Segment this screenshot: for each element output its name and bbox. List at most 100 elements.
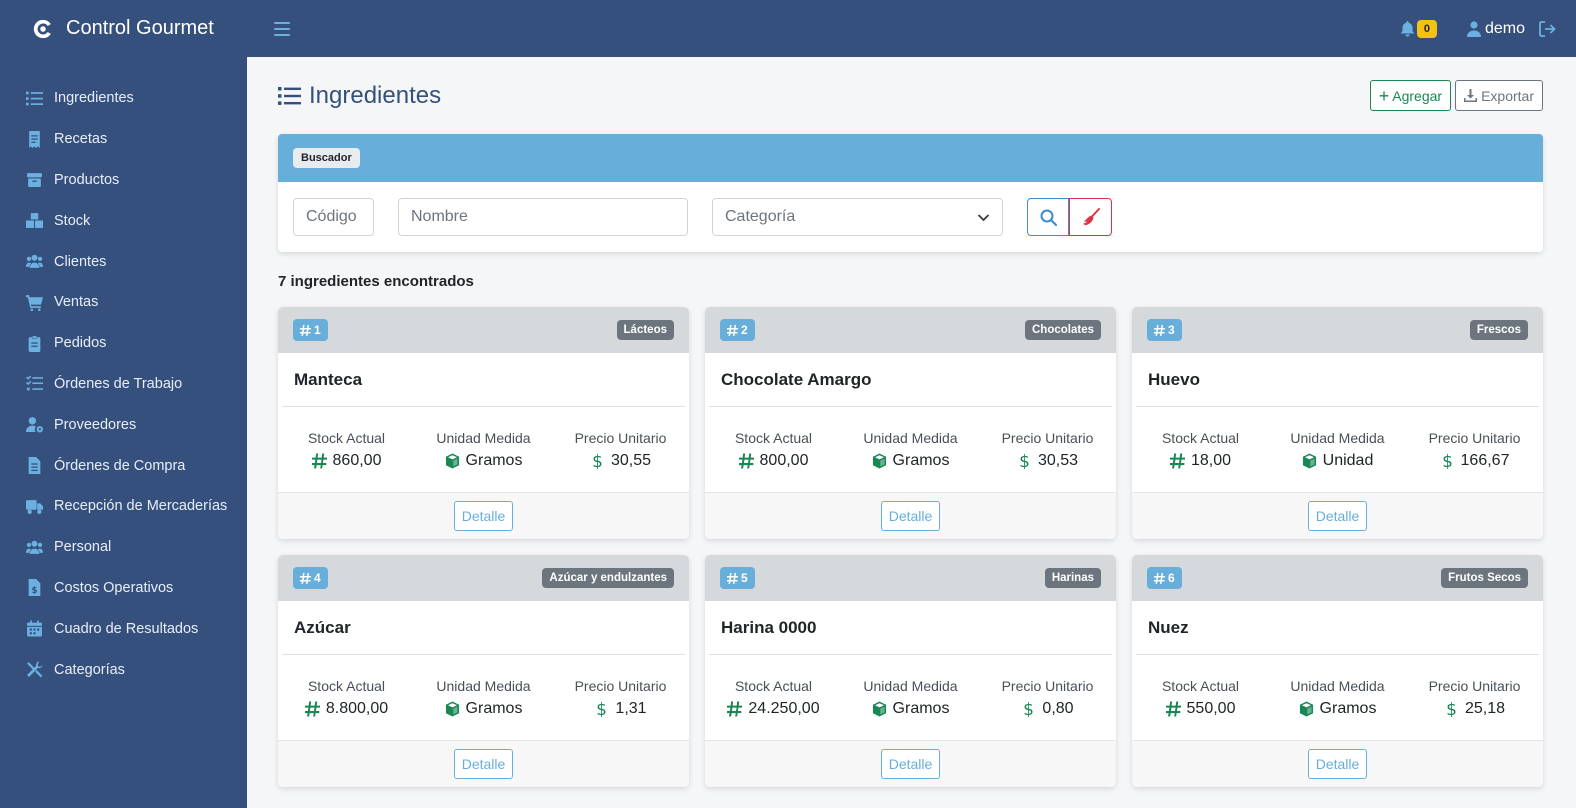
username: demo [1484,19,1525,37]
stock-value: 18,00 [1132,452,1269,470]
notifications-button[interactable]: 0 [1400,19,1437,38]
sidebar-item-recetas[interactable]: Recetas [0,119,247,160]
search-panel-header: Buscador [278,134,1543,182]
sidebar-item-label: Órdenes de Compra [54,457,186,474]
unit-value-text: Gramos [465,699,523,717]
price-stat: Precio Unitario $ 30,53 [979,430,1116,470]
search-button[interactable] [1027,198,1069,236]
id-value: 5 [741,571,748,585]
hashtag-icon [1154,572,1165,584]
user-icon [1466,20,1481,37]
unit-label: Unidad Medida [436,429,531,446]
stock-stat: Stock Actual 800,00 [705,430,842,470]
sidebar-item-ordenes-trabajo[interactable]: Órdenes de Trabajo [0,364,247,405]
card-footer: Detalle [705,492,1116,539]
dollar-icon: $ [597,701,608,717]
sidebar-item-proveedores[interactable]: Proveedores [0,404,247,445]
hashtag-icon [311,453,327,468]
category-badge: Harinas [1044,568,1101,588]
ingredient-card: 3 Frescos Huevo Stock Actual 18,00 Unida… [1132,307,1543,539]
export-button[interactable]: Exportar [1455,80,1543,111]
id-value: 6 [1168,571,1175,585]
user-menu[interactable]: demo [1466,19,1525,38]
sidebar-item-personal[interactable]: Personal [0,527,247,568]
boxes-icon [25,212,43,230]
card-header: 4 Azúcar y endulzantes [278,555,689,601]
detail-button[interactable]: Detalle [1307,501,1368,531]
sidebar-item-categorias[interactable]: Categorías [0,649,247,690]
sidebar-item-cuadro[interactable]: Cuadro de Resultados [0,608,247,649]
hashtag-icon [1165,701,1181,716]
sidebar-item-costos[interactable]: $ Costos Operativos [0,568,247,609]
detail-button[interactable]: Detalle [880,749,941,779]
sidebar-item-label: Recepción de Mercaderías [54,498,228,515]
card-footer: Detalle [1132,492,1543,539]
clear-button[interactable] [1069,198,1112,236]
main-content: Ingredientes + Agregar Exportar Buscador… [247,57,1576,808]
page-actions: + Agregar Exportar [1369,80,1543,111]
sidebar-item-productos[interactable]: Productos [0,160,247,201]
detail-button[interactable]: Detalle [880,501,941,531]
id-badge: 4 [293,567,328,589]
sidebar-item-label: Cuadro de Resultados [54,620,199,637]
price-stat: Precio Unitario $ 25,18 [1406,678,1543,718]
stock-value-text: 18,00 [1190,451,1232,469]
card-footer: Detalle [278,740,689,787]
invoice-dollar-icon: $ [25,579,43,597]
category-select[interactable]: Categoría [712,198,1003,236]
hashtag-icon [1169,453,1185,468]
add-button[interactable]: + Agregar [1369,80,1452,111]
detail-button[interactable]: Detalle [1307,749,1368,779]
stock-value: 550,00 [1132,700,1269,718]
add-button-label: Agregar [1392,87,1443,104]
name-input[interactable]: Nombre [398,198,688,236]
sidebar-item-label: Proveedores [54,416,137,433]
code-input[interactable]: Código [293,198,374,236]
sidebar-item-ingredientes[interactable]: Ingredientes [0,78,247,119]
ingredient-stats: Stock Actual 800,00 Unidad Medida Gramos… [705,407,1116,492]
svg-text:$: $ [31,586,37,596]
menu-toggle-icon[interactable] [274,21,290,36]
sidebar-item-recepcion[interactable]: Recepción de Mercaderías [0,486,247,527]
svg-text:$: $ [1442,453,1453,469]
card-header: 6 Frutos Secos [1132,555,1543,601]
page-header: Ingredientes + Agregar Exportar [278,57,1543,134]
sidebar-item-stock[interactable]: Stock [0,200,247,241]
stock-value: 8.800,00 [278,700,415,718]
sidebar-item-ventas[interactable]: Ventas [0,282,247,323]
ingredient-name: Chocolate Amargo [709,353,1112,407]
detail-button[interactable]: Detalle [453,501,514,531]
brand[interactable]: Control Gourmet [0,0,247,57]
ingredient-card: 4 Azúcar y endulzantes Azúcar Stock Actu… [278,555,689,787]
unit-stat: Unidad Medida Gramos [842,430,979,470]
sidebar-item-pedidos[interactable]: Pedidos [0,323,247,364]
stock-value: 860,00 [278,452,415,470]
stock-value-text: 8.800,00 [325,699,389,717]
card-header: 2 Chocolates [705,307,1116,353]
sidebar-item-label: Recetas [54,131,108,148]
hashtag-icon [738,453,754,468]
price-value: $ 30,55 [552,452,689,470]
ingredient-name: Huevo [1136,353,1539,407]
detail-button[interactable]: Detalle [453,749,514,779]
sidebar-item-label: Pedidos [54,335,107,352]
id-badge: 1 [293,319,328,341]
logout-button[interactable] [1539,20,1556,37]
price-value-text: 30,55 [610,451,652,469]
list-icon [278,86,301,105]
ingredient-stats: Stock Actual 550,00 Unidad Medida Gramos… [1132,655,1543,740]
logout-icon [1539,20,1556,37]
card-footer: Detalle [1132,740,1543,787]
sidebar-item-label: Personal [54,539,112,556]
stock-stat: Stock Actual 860,00 [278,430,415,470]
sidebar-item-clientes[interactable]: Clientes [0,241,247,282]
price-value-text: 30,53 [1037,451,1079,469]
id-badge: 3 [1147,319,1182,341]
ingredient-stats: Stock Actual 24.250,00 Unidad Medida Gra… [705,655,1116,740]
list-icon [25,89,43,107]
sidebar-item-label: Costos Operativos [54,579,174,596]
price-value-text: 25,18 [1464,699,1506,717]
id-badge: 2 [720,319,755,341]
sidebar-item-ordenes-compra[interactable]: Órdenes de Compra [0,445,247,486]
hashtag-icon [304,701,320,716]
